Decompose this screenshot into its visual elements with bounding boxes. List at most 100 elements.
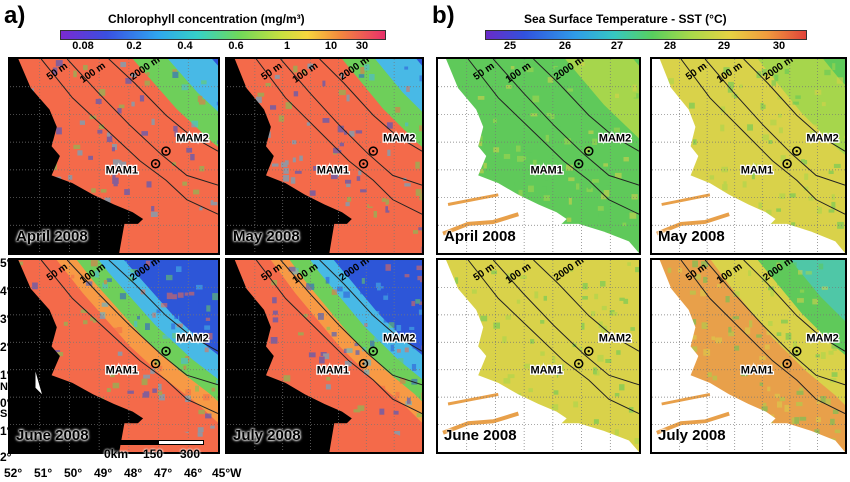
isobath-line [492, 260, 639, 386]
mooring-marker [161, 346, 171, 356]
mooring-marker-dot [154, 162, 157, 165]
lon-label-47w: 47° [154, 466, 173, 480]
lat-lon-grid [438, 260, 639, 452]
mooring-marker [150, 358, 161, 369]
isobath-line [704, 59, 845, 186]
chl-map-june: 50 m 100 m 2000 m MAM2 MAM1 June 2008 [8, 258, 220, 454]
isobath-line [319, 59, 422, 152]
mooring-marker [573, 159, 584, 169]
lat-label-3n: 3° [0, 312, 12, 326]
isobaths [467, 59, 639, 215]
lat-lon-grid [438, 59, 639, 253]
isobath-line [66, 59, 218, 186]
mooring-marker [368, 146, 378, 156]
map-month-label: April 2008 [444, 228, 516, 245]
mooring-marker-dot [795, 350, 798, 353]
isobath-line [743, 260, 845, 352]
mooring-label: MAM1 [530, 364, 562, 376]
land-mass [652, 59, 776, 253]
mooring-marker [584, 346, 594, 356]
mooring-marker [584, 146, 594, 156]
isobaths [467, 260, 639, 415]
panel-a-label: a) [4, 2, 26, 29]
isobaths [40, 59, 218, 215]
southern-shore [528, 423, 639, 452]
isobath-line [66, 260, 218, 386]
map-month-label: May 2008 [658, 228, 725, 245]
mooring-label: MAM2 [806, 132, 838, 144]
lat-label-2n: 2° [0, 340, 12, 354]
lat-lon-grid [652, 260, 845, 452]
mooring-label: MAM1 [530, 164, 562, 176]
mooring-marker-dot [785, 162, 789, 165]
river-channel [442, 411, 519, 435]
chl-map-july: 50 m 100 m 2000 m MAM2 MAM1 July 2008 [225, 258, 424, 454]
sst-tick-5: 30 [772, 40, 786, 52]
isobath-line [467, 260, 639, 415]
lon-label-51w: 51° [34, 466, 53, 480]
north-hemisphere-label: N [0, 381, 8, 393]
mooring-marker [792, 346, 802, 356]
isobath-line [533, 59, 639, 152]
isobaths [680, 260, 845, 415]
lon-label-50w: 50° [64, 466, 83, 480]
land-mass [438, 59, 567, 253]
sst-map-june: 50 m 100 m 2000 m MAM2 MAM1 June 2008 [436, 258, 641, 454]
isobath-line [492, 59, 639, 186]
mooring-marker-dot [795, 149, 798, 153]
isobath-line [280, 59, 422, 186]
map-month-label: May 2008 [233, 228, 300, 245]
lon-label-45w: 45°W [212, 466, 242, 480]
map-month-label: July 2008 [233, 427, 301, 444]
mooring-marker [782, 159, 792, 169]
isobath-line [680, 59, 845, 215]
land-mass [10, 260, 144, 452]
mooring-label: MAM2 [176, 333, 208, 345]
scale-bar-white [158, 440, 204, 445]
north-arrow-icon [27, 368, 45, 398]
isobath-line [255, 59, 422, 215]
mooring-label: MAM1 [106, 164, 138, 176]
mooring-marker-dot [372, 350, 375, 353]
chl-tick-3: 0.6 [228, 40, 244, 52]
lon-label-52w: 52° [4, 466, 23, 480]
lat-label-1s: 1° [0, 424, 12, 438]
mooring-marker-dot [372, 149, 375, 153]
isobaths [255, 59, 422, 215]
lat-label-0: 0° [0, 396, 12, 410]
isobath-line [40, 260, 218, 415]
mooring-marker [150, 159, 161, 169]
isobath-line [743, 59, 845, 152]
lat-label-2s: 2° [0, 450, 12, 464]
lat-lon-grid [652, 59, 845, 253]
river-channel [442, 212, 519, 236]
river-channel [447, 193, 499, 206]
scale-bar [112, 440, 204, 452]
river-channel [447, 392, 499, 406]
lat-lon-grid [227, 260, 422, 452]
mooring-label: MAM2 [383, 333, 415, 345]
scale-label-300: 300 [180, 447, 201, 461]
north-arrow: N [25, 356, 45, 398]
mooring-marker-dot [154, 362, 157, 365]
chl-map-may: 50 m 100 m 2000 m MAM2 MAM1 May 2008 [225, 57, 424, 255]
isobaths [40, 260, 218, 415]
map-month-label: June 2008 [16, 427, 89, 444]
southern-shore [103, 223, 218, 253]
chl-tick-5: 10 [324, 40, 338, 52]
map-month-label: July 2008 [658, 427, 726, 444]
land-mass [652, 260, 776, 452]
isobaths [680, 59, 845, 215]
lon-label-46w: 46° [184, 466, 203, 480]
estuary-land [10, 223, 125, 253]
chl-tick-2: 0.4 [177, 40, 193, 52]
sst-map-april: 50 m 100 m 2000 m MAM2 MAM1 April 2008 [436, 57, 641, 255]
sst-colorbar-title: Sea Surface Temperature - SST (°C) [524, 12, 727, 26]
